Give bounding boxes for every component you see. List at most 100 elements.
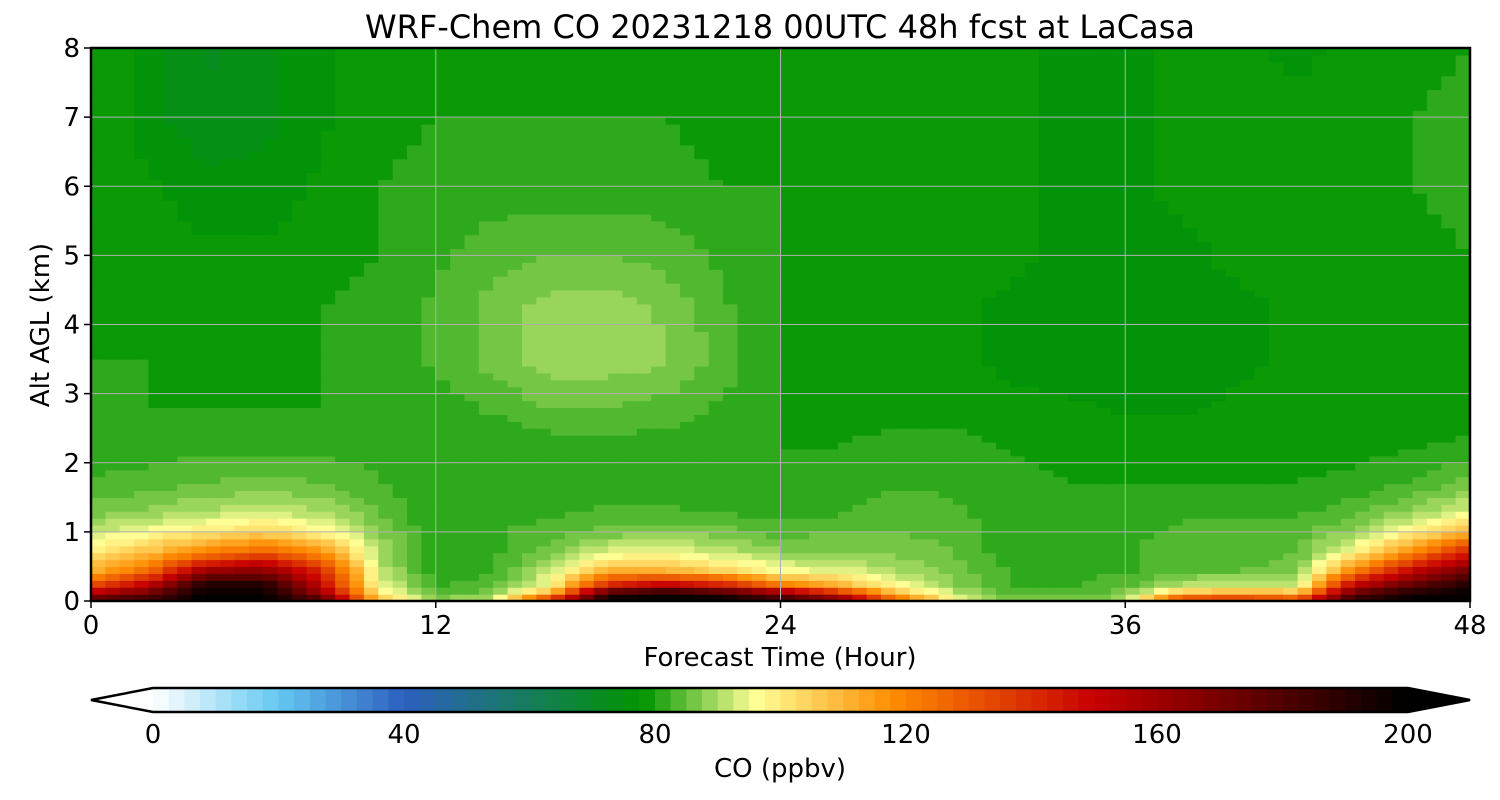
heatmap-cell <box>320 524 336 533</box>
heatmap-cell <box>105 545 121 554</box>
heatmap-cell <box>708 414 724 422</box>
heatmap-cell <box>1197 352 1213 360</box>
heatmap-cell <box>306 359 322 367</box>
heatmap-cell <box>895 359 911 367</box>
heatmap-cell <box>881 559 897 568</box>
heatmap-cell <box>550 283 566 291</box>
heatmap-cell <box>1197 462 1213 471</box>
heatmap-cell <box>1398 352 1414 360</box>
heatmap-cell <box>493 276 509 284</box>
heatmap-cell <box>162 283 178 291</box>
heatmap-cell <box>909 490 925 498</box>
heatmap-cell <box>263 386 279 395</box>
heatmap-cell <box>320 455 336 464</box>
heatmap-cell <box>1412 448 1428 457</box>
heatmap-cell <box>1125 531 1141 540</box>
heatmap-cell <box>967 276 983 284</box>
heatmap-cell <box>565 518 580 526</box>
heatmap-cell <box>1039 255 1055 263</box>
heatmap-cell <box>507 538 523 547</box>
heatmap-cell <box>1110 352 1126 360</box>
heatmap-cell <box>105 296 121 305</box>
heatmap-cell <box>780 296 796 305</box>
heatmap-cell <box>1067 448 1083 457</box>
heatmap-cell <box>536 359 552 367</box>
heatmap-cell <box>723 559 738 568</box>
heatmap-cell <box>981 296 997 305</box>
heatmap-cell <box>823 289 839 298</box>
heatmap-cell <box>407 289 422 298</box>
heatmap-cell <box>1211 531 1227 540</box>
heatmap-cell <box>924 331 940 339</box>
heatmap-cell <box>1139 283 1155 291</box>
heatmap-cell <box>593 497 609 505</box>
heatmap-cell <box>1225 448 1241 457</box>
heatmap-cell <box>177 372 193 381</box>
heatmap-cell <box>177 511 193 519</box>
heatmap-cell <box>1153 359 1169 367</box>
heatmap-cell <box>565 587 580 595</box>
heatmap-cell <box>1326 255 1342 263</box>
heatmap-cell <box>363 552 379 561</box>
heatmap-cell <box>780 421 796 429</box>
heatmap-cell <box>665 248 681 256</box>
heatmap-cell <box>550 511 566 519</box>
heatmap-cell <box>794 310 810 319</box>
heatmap-cell <box>1225 338 1241 346</box>
heatmap-cell <box>119 518 135 526</box>
heatmap-cell <box>177 283 193 291</box>
heatmap-cell <box>665 511 681 519</box>
heatmap-cell <box>1326 421 1342 429</box>
heatmap-cell <box>134 587 150 595</box>
heatmap-cell <box>1355 421 1371 429</box>
heatmap-cell <box>766 545 782 554</box>
heatmap-cell <box>1082 511 1098 519</box>
heatmap-cell <box>1010 255 1026 263</box>
heatmap-cell <box>1268 338 1284 346</box>
heatmap-cell <box>1225 262 1241 270</box>
heatmap-cell <box>1240 338 1256 346</box>
heatmap-cell <box>636 283 652 291</box>
heatmap-cell <box>1355 566 1371 574</box>
heatmap-cell <box>924 545 940 554</box>
heatmap-cell <box>1340 386 1356 395</box>
heatmap-cell <box>679 435 695 443</box>
heatmap-cell <box>134 283 150 291</box>
heatmap-cell <box>1225 359 1241 367</box>
heatmap-cell <box>205 455 221 464</box>
heatmap-cell <box>895 248 911 256</box>
heatmap-cell <box>91 310 106 319</box>
heatmap-cell <box>665 324 681 333</box>
heatmap-cell <box>134 352 150 360</box>
heatmap-cell <box>952 455 968 464</box>
heatmap-cell <box>1168 511 1184 519</box>
heatmap-cell <box>320 289 336 298</box>
heatmap-cell <box>177 400 193 409</box>
heatmap-cell <box>550 518 566 526</box>
heatmap-cell <box>952 497 968 505</box>
heatmap-cell <box>1412 435 1428 443</box>
heatmap-cell <box>91 352 106 360</box>
heatmap-cell <box>565 393 580 402</box>
heatmap-cell <box>1426 455 1442 464</box>
heatmap-cell <box>234 303 250 312</box>
heatmap-cell <box>1039 448 1055 457</box>
heatmap-cell <box>392 262 408 270</box>
heatmap-cell <box>1369 552 1385 561</box>
heatmap-cell <box>335 559 351 568</box>
heatmap-cell <box>608 518 624 526</box>
heatmap-cell <box>881 538 897 547</box>
heatmap-cell <box>162 338 178 346</box>
heatmap-cell <box>1082 359 1098 367</box>
heatmap-cell <box>708 594 724 602</box>
heatmap-cell <box>292 442 308 450</box>
heatmap-cell <box>866 352 882 360</box>
heatmap-cell <box>766 428 782 436</box>
heatmap-cell <box>1197 303 1213 312</box>
heatmap-cell <box>205 580 221 588</box>
heatmap-cell <box>1355 283 1371 291</box>
heatmap-cell <box>1010 511 1026 519</box>
heatmap-cell <box>1110 504 1126 512</box>
heatmap-cell <box>407 386 422 395</box>
heatmap-cell <box>1182 255 1198 263</box>
